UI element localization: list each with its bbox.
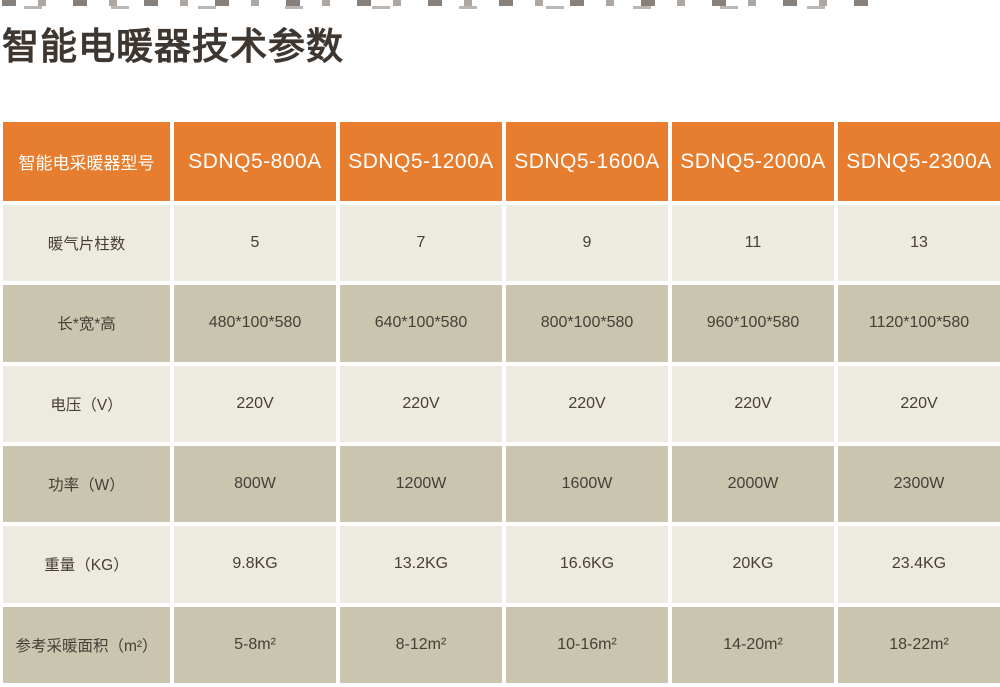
cell-dimensions-800a: 480*100*580 [174, 285, 336, 362]
cell-power-1200a: 1200W [340, 446, 502, 523]
table-header-sdnq5-1600a: SDNQ5-1600A [506, 122, 668, 201]
cell-dimensions-2000a: 960*100*580 [672, 285, 834, 362]
row-label-voltage: 电压（V） [3, 365, 170, 442]
row-label-columns: 暖气片柱数 [3, 205, 170, 282]
cell-area-1200a: 8-12m² [340, 606, 502, 683]
cropped-heading-fragments [2, 0, 872, 9]
page-title: 智能电暖器技术参数 [2, 26, 344, 67]
cell-dimensions-1200a: 640*100*580 [340, 285, 502, 362]
cell-power-1600a: 1600W [506, 446, 668, 523]
cell-weight-1200a: 13.2KG [340, 526, 502, 603]
cell-columns-2300a: 13 [838, 205, 1000, 282]
cell-weight-1600a: 16.6KG [506, 526, 668, 603]
cell-weight-2300a: 23.4KG [838, 526, 1000, 603]
row-label-heating-area: 参考采暖面积（m²） [3, 606, 170, 683]
table-header-model-label: 智能电采暖器型号 [3, 122, 170, 201]
cell-dimensions-2300a: 1120*100*580 [838, 285, 1000, 362]
cell-dimensions-1600a: 800*100*580 [506, 285, 668, 362]
cell-voltage-1600a: 220V [506, 365, 668, 442]
cell-voltage-2300a: 220V [838, 365, 1000, 442]
cell-power-800a: 800W [174, 446, 336, 523]
cell-columns-1600a: 9 [506, 205, 668, 282]
fragment-strip [2, 6, 872, 9]
spec-table: 智能电采暖器型号 SDNQ5-800A SDNQ5-1200A SDNQ5-16… [3, 122, 1000, 683]
cell-columns-800a: 5 [174, 205, 336, 282]
cell-area-2000a: 14-20m² [672, 606, 834, 683]
cell-voltage-800a: 220V [174, 365, 336, 442]
cell-area-800a: 5-8m² [174, 606, 336, 683]
row-label-power: 功率（W） [3, 446, 170, 523]
cell-columns-2000a: 11 [672, 205, 834, 282]
cell-weight-800a: 9.8KG [174, 526, 336, 603]
cell-columns-1200a: 7 [340, 205, 502, 282]
cell-voltage-1200a: 220V [340, 365, 502, 442]
cell-power-2300a: 2300W [838, 446, 1000, 523]
table-header-sdnq5-1200a: SDNQ5-1200A [340, 122, 502, 201]
table-header-sdnq5-2000a: SDNQ5-2000A [672, 122, 834, 201]
table-header-sdnq5-800a: SDNQ5-800A [174, 122, 336, 201]
cell-voltage-2000a: 220V [672, 365, 834, 442]
cell-weight-2000a: 20KG [672, 526, 834, 603]
cell-area-2300a: 18-22m² [838, 606, 1000, 683]
cell-area-1600a: 10-16m² [506, 606, 668, 683]
row-label-weight: 重量（KG） [3, 526, 170, 603]
row-label-dimensions: 长*宽*高 [3, 285, 170, 362]
fragment-strip [2, 0, 872, 6]
cell-power-2000a: 2000W [672, 446, 834, 523]
table-header-sdnq5-2300a: SDNQ5-2300A [838, 122, 1000, 201]
